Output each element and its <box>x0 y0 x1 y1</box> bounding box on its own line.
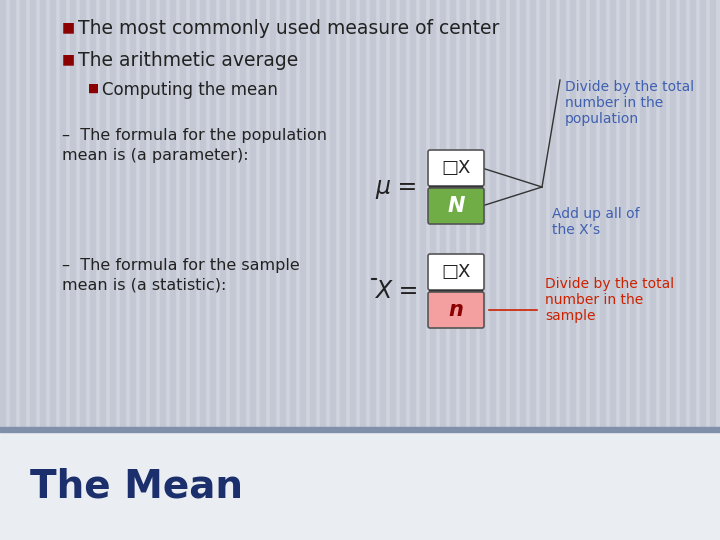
Bar <box>660 0 665 540</box>
Bar <box>190 0 195 540</box>
Bar <box>130 0 135 540</box>
Bar <box>510 0 515 540</box>
Text: μ =: μ = <box>376 175 418 199</box>
Bar <box>450 0 455 540</box>
Text: –  The formula for the population: – The formula for the population <box>62 128 327 143</box>
Bar <box>430 0 435 540</box>
Text: □X: □X <box>441 159 471 177</box>
Bar <box>330 0 335 540</box>
Text: ■: ■ <box>62 52 75 66</box>
Bar <box>460 0 465 540</box>
Bar <box>200 0 205 540</box>
Bar <box>30 0 35 540</box>
FancyBboxPatch shape <box>428 254 484 290</box>
Bar <box>120 0 125 540</box>
Bar <box>550 0 555 540</box>
Bar <box>710 0 715 540</box>
Bar <box>70 0 75 540</box>
Text: ■: ■ <box>88 82 99 95</box>
Bar <box>700 0 705 540</box>
Text: –  The formula for the sample: – The formula for the sample <box>62 258 300 273</box>
Bar <box>540 0 545 540</box>
Bar <box>300 0 305 540</box>
Bar <box>360 0 365 540</box>
Bar <box>80 0 85 540</box>
Bar <box>470 0 475 540</box>
Bar <box>50 0 55 540</box>
Text: □X: □X <box>441 263 471 281</box>
Bar <box>400 0 405 540</box>
Bar <box>0 432 720 540</box>
Bar <box>350 0 355 540</box>
Bar <box>290 0 295 540</box>
Bar <box>500 0 505 540</box>
Bar <box>650 0 655 540</box>
Bar <box>160 0 165 540</box>
Bar <box>260 0 265 540</box>
FancyBboxPatch shape <box>428 150 484 186</box>
Bar <box>520 0 525 540</box>
Text: N: N <box>447 196 464 216</box>
Bar <box>170 0 175 540</box>
Text: ■: ■ <box>62 20 75 34</box>
Bar <box>230 0 235 540</box>
Text: X =: X = <box>374 279 418 303</box>
Text: Add up all of
the X’s: Add up all of the X’s <box>552 207 639 237</box>
Bar <box>600 0 605 540</box>
Bar <box>370 0 375 540</box>
Bar <box>40 0 45 540</box>
Text: mean is (a parameter):: mean is (a parameter): <box>62 148 248 163</box>
Bar <box>310 0 315 540</box>
Text: The arithmetic average: The arithmetic average <box>78 51 298 70</box>
Text: Divide by the total
number in the
population: Divide by the total number in the popula… <box>565 80 694 126</box>
Bar <box>210 0 215 540</box>
Bar <box>480 0 485 540</box>
Bar <box>90 0 95 540</box>
Bar <box>20 0 25 540</box>
Bar <box>580 0 585 540</box>
Bar <box>60 0 65 540</box>
Bar <box>380 0 385 540</box>
Bar <box>180 0 185 540</box>
Text: Divide by the total
number in the
sample: Divide by the total number in the sample <box>545 277 674 323</box>
Bar <box>140 0 145 540</box>
FancyBboxPatch shape <box>428 292 484 328</box>
Bar <box>270 0 275 540</box>
Bar <box>560 0 565 540</box>
Bar <box>490 0 495 540</box>
Bar <box>670 0 675 540</box>
Bar <box>0 0 5 540</box>
Text: n: n <box>449 300 464 320</box>
Bar <box>440 0 445 540</box>
Text: The most commonly used measure of center: The most commonly used measure of center <box>78 19 500 38</box>
Bar <box>150 0 155 540</box>
Text: Computing the mean: Computing the mean <box>102 81 278 99</box>
Bar <box>220 0 225 540</box>
Bar <box>280 0 285 540</box>
Text: The Mean: The Mean <box>30 467 243 505</box>
Bar <box>390 0 395 540</box>
Bar <box>610 0 615 540</box>
Bar <box>110 0 115 540</box>
Bar <box>680 0 685 540</box>
Bar <box>640 0 645 540</box>
Bar <box>240 0 245 540</box>
Bar <box>10 0 15 540</box>
Bar <box>630 0 635 540</box>
Bar <box>0 427 720 432</box>
FancyBboxPatch shape <box>428 188 484 224</box>
Bar <box>410 0 415 540</box>
Bar <box>340 0 345 540</box>
Bar <box>420 0 425 540</box>
Bar <box>530 0 535 540</box>
Bar <box>250 0 255 540</box>
Bar <box>100 0 105 540</box>
Bar <box>620 0 625 540</box>
Bar <box>690 0 695 540</box>
Bar <box>320 0 325 540</box>
Bar <box>590 0 595 540</box>
Text: mean is (a statistic):: mean is (a statistic): <box>62 278 226 293</box>
Bar <box>570 0 575 540</box>
